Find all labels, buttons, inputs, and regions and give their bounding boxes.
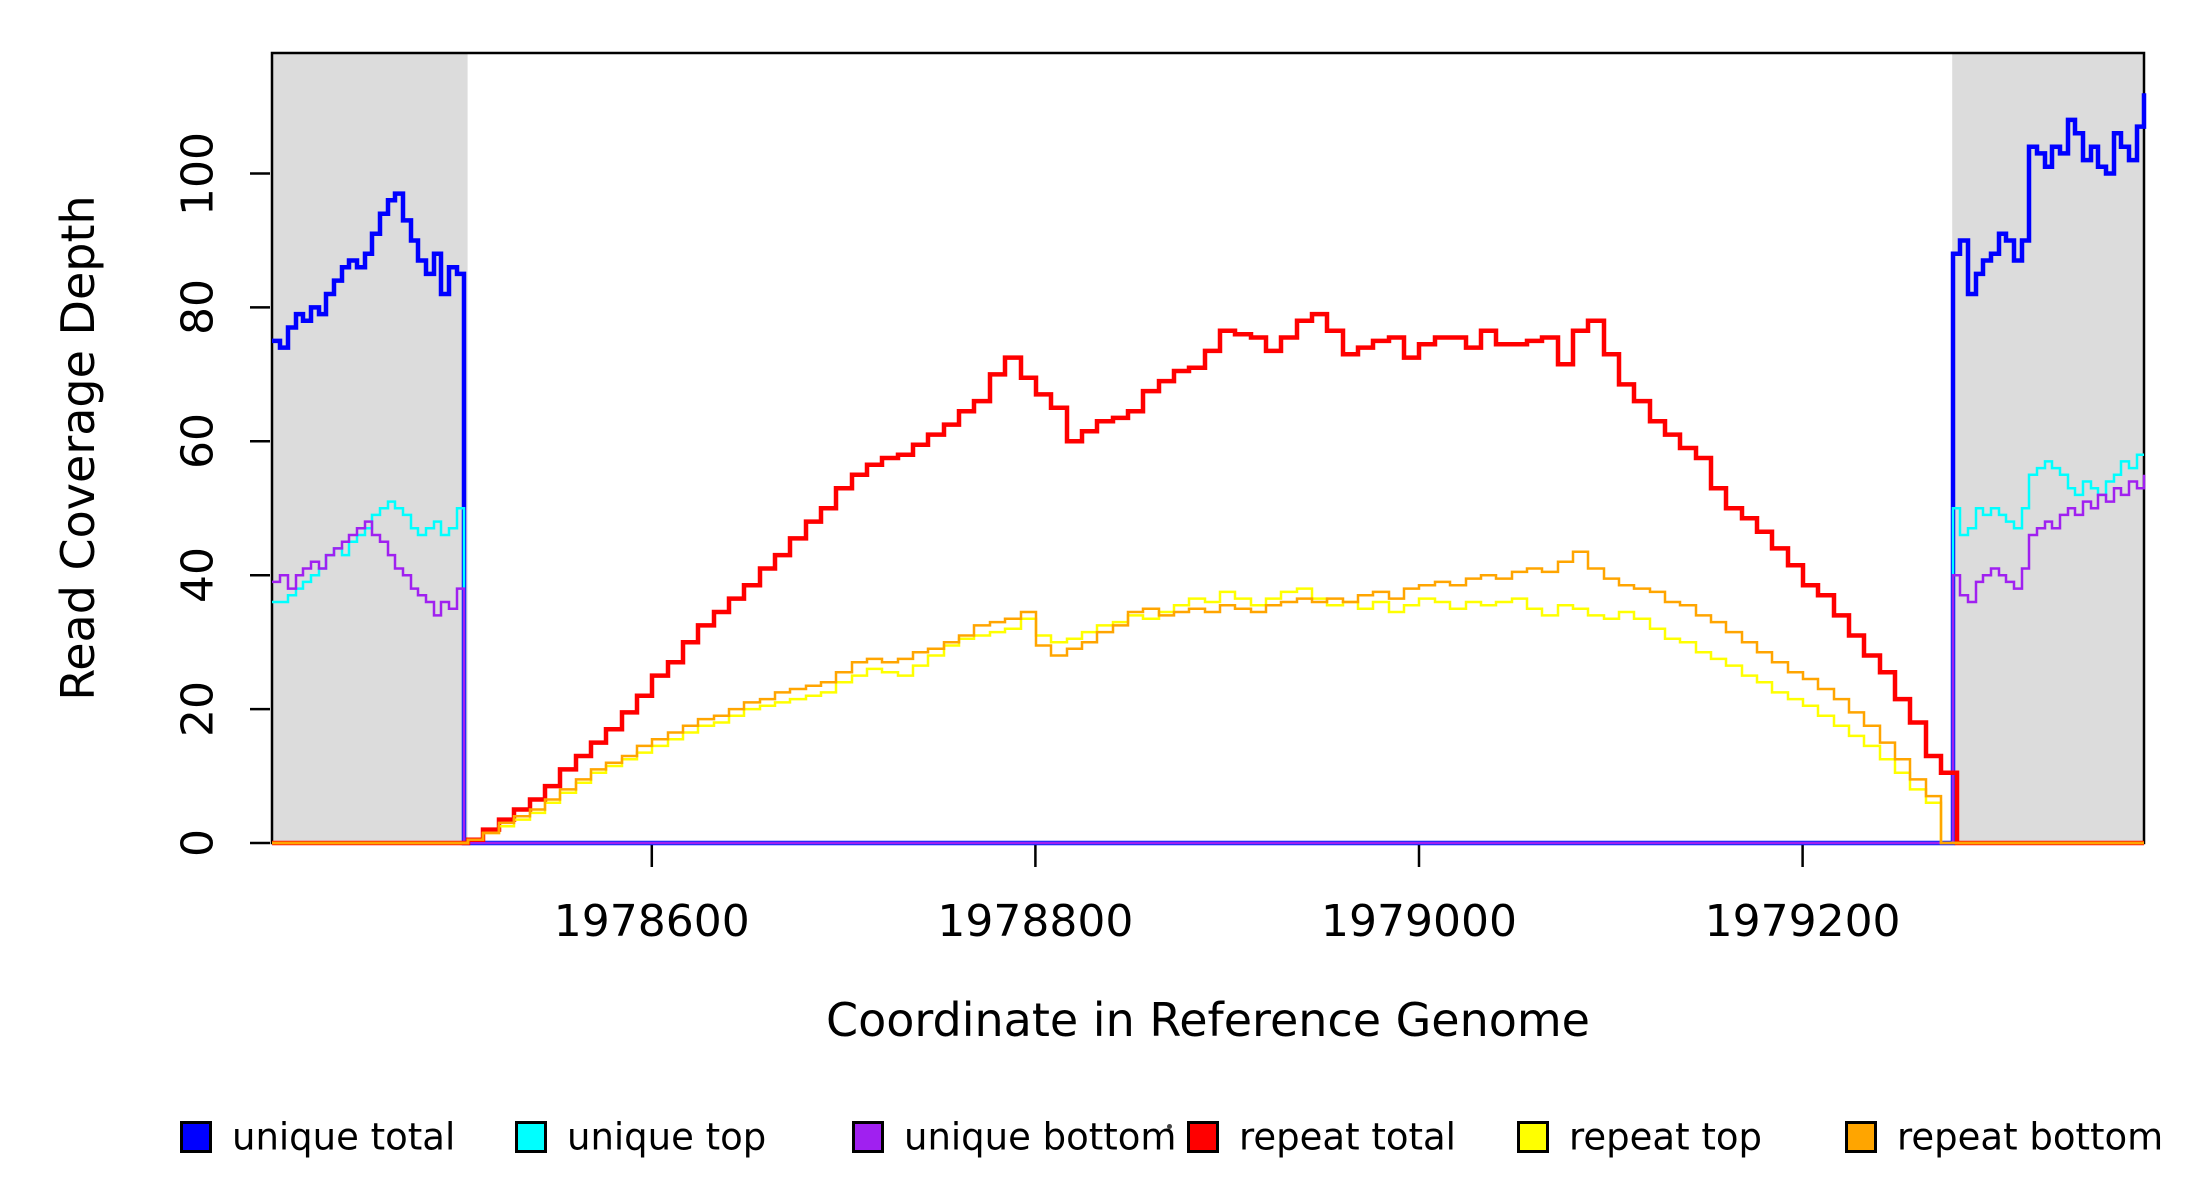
x-axis-title: Coordinate in Reference Genome [826,993,1590,1047]
legend-label-repeat-top: repeat top [1569,1115,1762,1159]
x-tick-label: 1979000 [1320,896,1517,947]
x-tick-label: 1978600 [553,896,750,947]
series-unique-total [272,93,2147,846]
legend-label-repeat-bottom: repeat bottom [1897,1115,2164,1159]
legend-swatch-repeat-bottom [1845,1121,1877,1153]
legend-label-unique-bottom: unique bottom [904,1115,1177,1159]
legend-swatch-unique-top [515,1121,547,1153]
y-axis-title: Read Coverage Depth [51,195,105,701]
series-repeat-top [272,587,2144,845]
legend-swatch-unique-total [180,1121,212,1153]
series-repeat-bottom [272,550,2144,845]
shaded-region-left-flank [272,53,468,843]
legend-swatch-unique-bottom [852,1121,884,1153]
series-repeat-total [272,311,2144,846]
y-tick-label: 60 [172,413,224,470]
legend-label-repeat-total: repeat total [1239,1115,1456,1159]
legend-swatch-repeat-top [1517,1121,1549,1153]
legend-label-unique-total: unique total [232,1115,456,1159]
y-tick-label: 20 [172,681,224,738]
shaded-region-right-flank [1952,53,2144,843]
y-tick-label: 80 [172,279,224,336]
stray-dot [1167,1124,1172,1129]
y-tick-label: 40 [172,547,224,604]
y-tick-label: 0 [172,829,224,857]
x-tick-label: 1979200 [1704,896,1901,947]
x-tick-label: 1978800 [937,896,1134,947]
legend-swatch-repeat-total [1187,1121,1219,1153]
legend-label-unique-top: unique top [567,1115,767,1159]
y-tick-label: 100 [172,131,224,216]
